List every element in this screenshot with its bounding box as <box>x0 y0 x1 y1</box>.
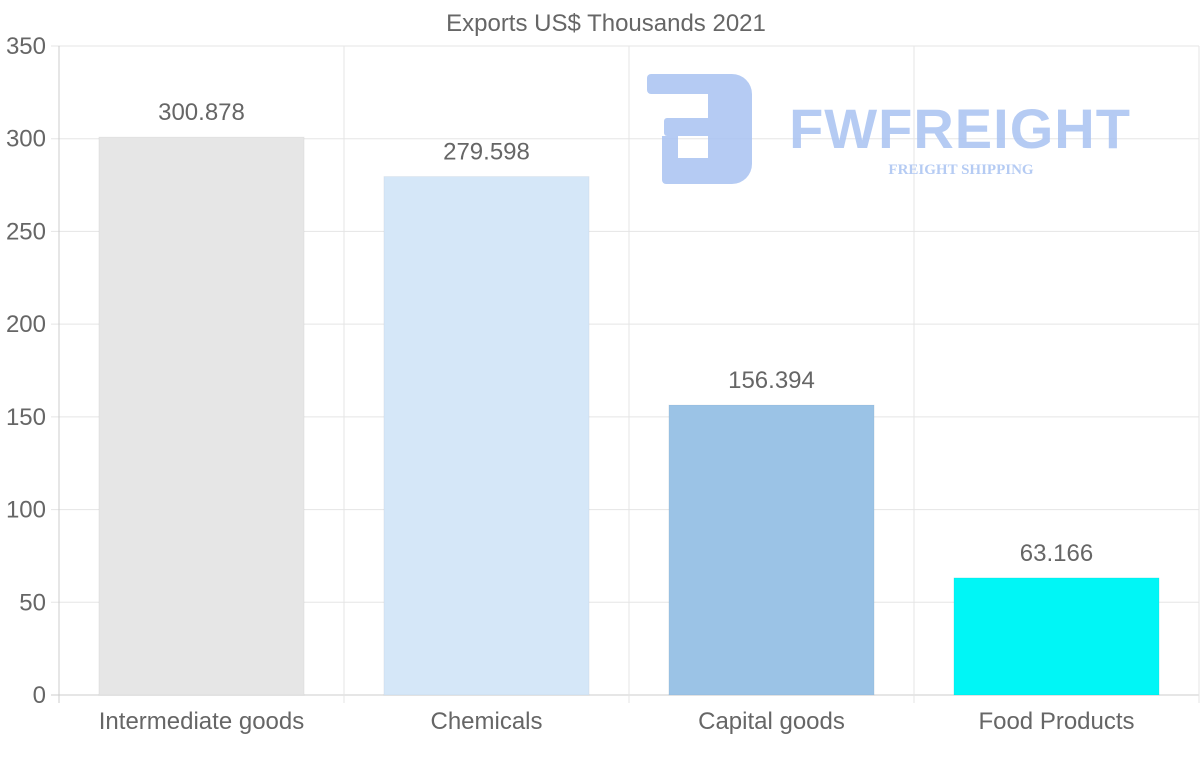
y-tick-label: 350 <box>6 33 46 60</box>
fwfreight-watermark: FWFREIGHT FREIGHT SHIPPING <box>647 74 1131 184</box>
y-tick-label: 100 <box>6 497 46 524</box>
y-tick-label: 250 <box>6 218 46 245</box>
value-label: 63.166 <box>1020 540 1093 567</box>
y-tick-label: 0 <box>33 682 46 709</box>
value-label: 156.394 <box>728 367 815 394</box>
y-tick-label: 150 <box>6 404 46 431</box>
watermark-tagline: FREIGHT SHIPPING <box>888 162 1033 178</box>
value-labels: 300.878 279.598 156.394 63.166 <box>158 99 1093 567</box>
bar-food-products <box>953 577 1160 696</box>
x-tick-label: Food Products <box>978 708 1134 735</box>
value-label: 300.878 <box>158 99 245 126</box>
x-tick-label: Intermediate goods <box>99 708 304 735</box>
bar-chemicals <box>383 176 590 696</box>
value-label: 279.598 <box>443 139 530 166</box>
watermark-brand: FWFREIGHT <box>789 97 1131 160</box>
y-tick-label: 300 <box>6 126 46 153</box>
bar-intermediate-goods <box>98 136 305 696</box>
fwfreight-logo-icon <box>647 74 752 184</box>
y-tick-label: 200 <box>6 311 46 338</box>
bars <box>98 136 1160 696</box>
bar-capital-goods <box>668 404 875 696</box>
x-tick-label: Capital goods <box>698 708 845 735</box>
x-axis-ticks: Intermediate goods Chemicals Capital goods… <box>99 708 1135 735</box>
y-tick-label: 50 <box>19 589 46 616</box>
x-tick-label: Chemicals <box>430 708 542 735</box>
y-axis-ticks: 0 50 100 150 200 250 300 350 <box>6 33 46 709</box>
chart-title: Exports US$ Thousands 2021 <box>446 10 766 37</box>
